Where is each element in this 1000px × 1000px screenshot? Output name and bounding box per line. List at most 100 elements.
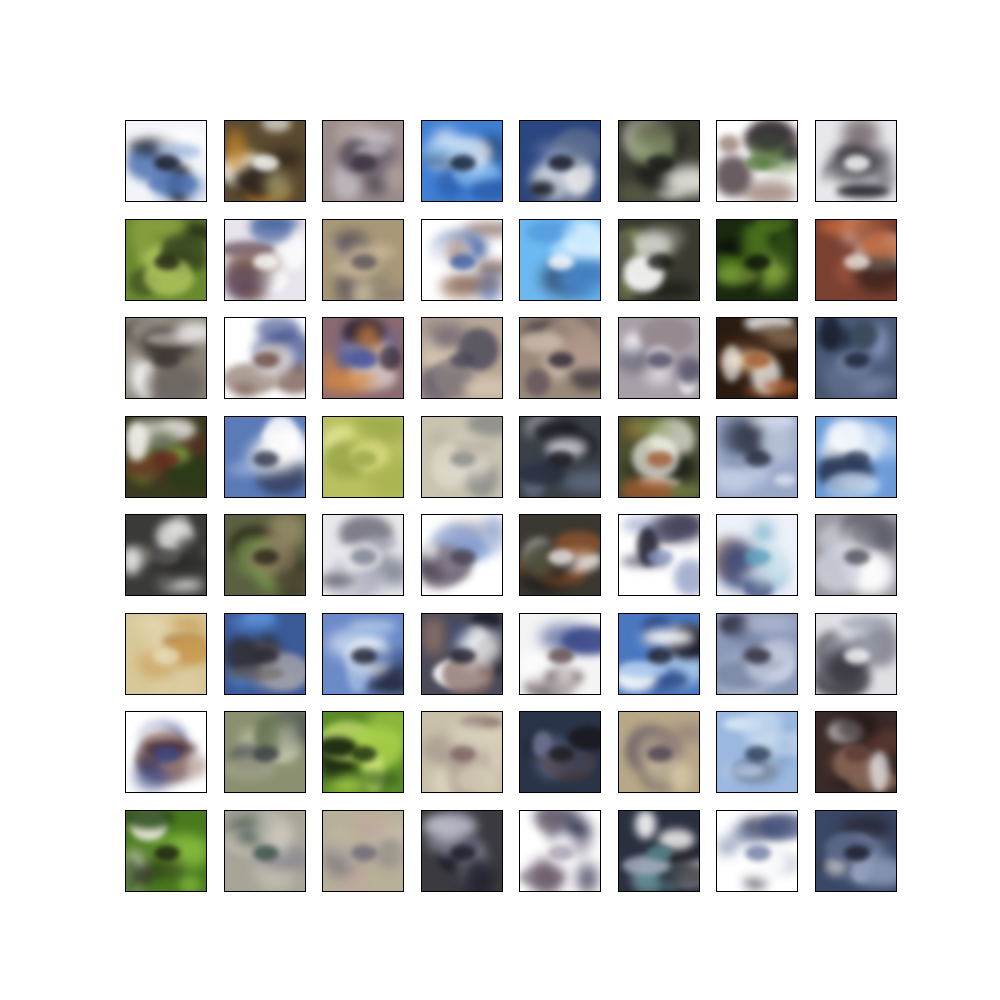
tile-blob xyxy=(152,675,174,694)
tile-subject xyxy=(351,451,377,467)
sample-tile xyxy=(224,317,306,399)
tile-subject xyxy=(450,648,476,664)
tile-subject xyxy=(647,746,673,762)
tile-subject xyxy=(844,254,870,270)
tile-blob xyxy=(717,265,761,286)
tile-subject xyxy=(154,746,180,762)
tile-blob xyxy=(640,628,695,647)
tile-subject xyxy=(647,549,673,565)
tile-blob xyxy=(520,461,565,486)
tile-subject xyxy=(253,254,279,270)
tile-blob xyxy=(449,276,502,291)
tile-blob xyxy=(629,121,682,144)
sample-tile xyxy=(716,317,798,399)
tile-blob xyxy=(484,515,502,554)
tile-blob xyxy=(851,856,896,888)
sample-tile xyxy=(125,219,207,301)
tile-subject xyxy=(548,155,574,171)
tile-blob xyxy=(176,664,196,694)
sample-tile xyxy=(618,317,700,399)
sample-tile xyxy=(519,613,601,695)
tile-blob xyxy=(663,165,699,197)
sample-tile xyxy=(125,514,207,596)
sample-tile xyxy=(125,711,207,793)
tile-blob xyxy=(718,135,740,153)
tile-blob xyxy=(817,326,855,350)
tile-blob xyxy=(562,471,600,493)
tile-blob xyxy=(834,476,881,490)
tile-blob xyxy=(250,220,294,244)
tile-blob xyxy=(263,170,290,201)
tile-subject xyxy=(253,352,279,368)
sample-tile xyxy=(815,613,897,695)
sample-tile xyxy=(618,711,700,793)
tile-subject xyxy=(450,352,476,368)
tile-blob xyxy=(133,866,154,888)
sample-tile xyxy=(224,219,306,301)
tile-blob xyxy=(619,572,667,588)
tile-blob xyxy=(253,811,284,850)
tile-blob xyxy=(520,330,565,354)
tile-blob xyxy=(547,759,596,772)
tile-blob xyxy=(463,377,502,398)
sample-tile xyxy=(224,416,306,498)
tile-subject xyxy=(844,155,870,171)
tile-blob xyxy=(463,223,502,236)
tile-subject xyxy=(647,648,673,664)
tile-blob xyxy=(148,363,206,398)
tile-blob xyxy=(467,417,502,436)
tile-subject xyxy=(253,155,279,171)
tile-subject xyxy=(351,352,377,368)
sample-tile xyxy=(519,711,601,793)
tile-blob xyxy=(461,855,495,891)
sample-tile xyxy=(716,613,798,695)
sample-tile xyxy=(421,810,503,892)
tile-blob xyxy=(350,816,388,840)
tile-blob xyxy=(383,160,403,190)
tile-subject xyxy=(548,254,574,270)
tile-blob xyxy=(528,180,555,197)
tile-subject xyxy=(450,254,476,270)
tile-blob xyxy=(323,736,357,757)
tile-subject xyxy=(844,746,870,762)
sample-tile xyxy=(421,416,503,498)
tile-subject xyxy=(450,845,476,861)
tile-blob xyxy=(369,651,403,665)
sample-tile xyxy=(224,120,306,202)
sample-tile xyxy=(322,711,404,793)
tile-subject xyxy=(647,352,673,368)
tile-blob xyxy=(674,559,699,595)
sample-tile xyxy=(618,120,700,202)
sample-tile xyxy=(618,416,700,498)
sample-tile xyxy=(618,514,700,596)
tile-blob xyxy=(717,470,749,494)
tile-subject xyxy=(351,549,377,565)
tile-blob xyxy=(346,655,368,693)
tile-blob xyxy=(562,220,600,252)
tile-subject xyxy=(844,352,870,368)
sample-tile xyxy=(815,416,897,498)
tile-blob xyxy=(742,712,783,750)
tile-blob xyxy=(469,179,502,201)
sample-tile xyxy=(125,317,207,399)
tile-subject xyxy=(647,254,673,270)
tile-blob xyxy=(454,763,498,792)
tile-blob xyxy=(719,456,751,469)
tile-blob xyxy=(348,619,398,634)
tile-blob xyxy=(231,614,278,632)
tile-subject xyxy=(351,155,377,171)
tile-blob xyxy=(760,812,797,840)
tile-subject xyxy=(844,648,870,664)
tile-blob xyxy=(841,419,887,457)
tile-blob xyxy=(619,661,669,678)
tile-blob xyxy=(126,422,149,461)
tile-subject xyxy=(548,451,574,467)
tile-blob xyxy=(262,121,291,132)
tile-blob xyxy=(567,725,600,752)
sample-tile xyxy=(815,514,897,596)
tile-blob xyxy=(364,288,403,300)
tile-blob xyxy=(674,358,699,384)
tile-blob xyxy=(275,721,300,764)
tile-blob xyxy=(135,615,168,632)
sample-tile xyxy=(716,514,798,596)
